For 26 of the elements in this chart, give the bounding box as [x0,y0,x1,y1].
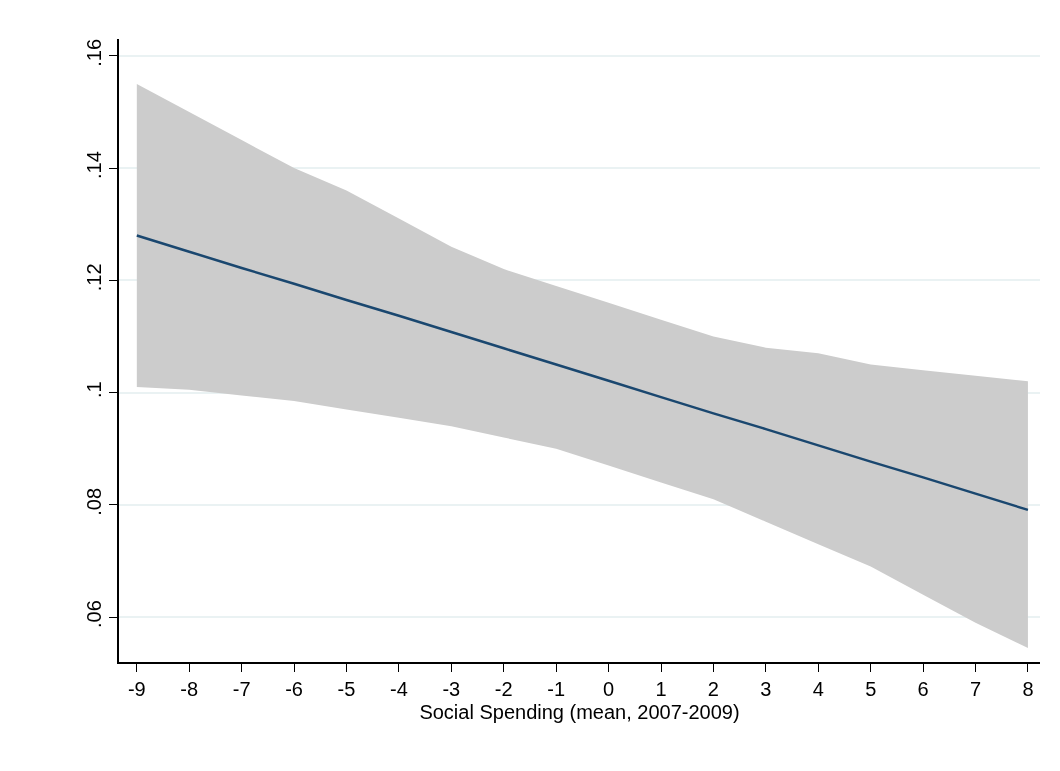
line-series [135,234,1030,512]
x-tick-label: 8 [1022,677,1034,700]
y-tick-label: .1 [83,381,106,398]
x-tick-label: -6 [285,677,303,700]
x-tick-label: 0 [603,677,615,700]
x-tick-label: 3 [760,677,772,700]
x-tick-label: -5 [337,677,356,700]
x-tick-label: 4 [812,677,824,700]
x-tick-label: 5 [865,677,877,700]
y-tick-label: .14 [83,151,106,179]
y-tick-label: .08 [83,487,106,516]
x-tick-label: -3 [442,677,461,700]
x-tick-label: -9 [127,677,146,700]
x-axis-title: Social Spending (mean, 2007-2009) [419,700,740,723]
x-tick-label: -8 [180,677,199,700]
x-tick-label: -4 [390,677,408,700]
y-tick-label: .12 [83,263,106,292]
x-tick-label: -2 [494,677,513,700]
x-tick-label: 6 [917,677,929,700]
y-tick-label: .16 [83,38,106,67]
x-tick-label: -7 [232,677,251,700]
x-tick-label: 2 [707,677,719,700]
x-tick-label: 1 [655,677,667,700]
y-tick-label: .06 [83,600,106,629]
x-tick-label: 7 [969,677,982,700]
x-tick-label: -1 [547,677,566,700]
